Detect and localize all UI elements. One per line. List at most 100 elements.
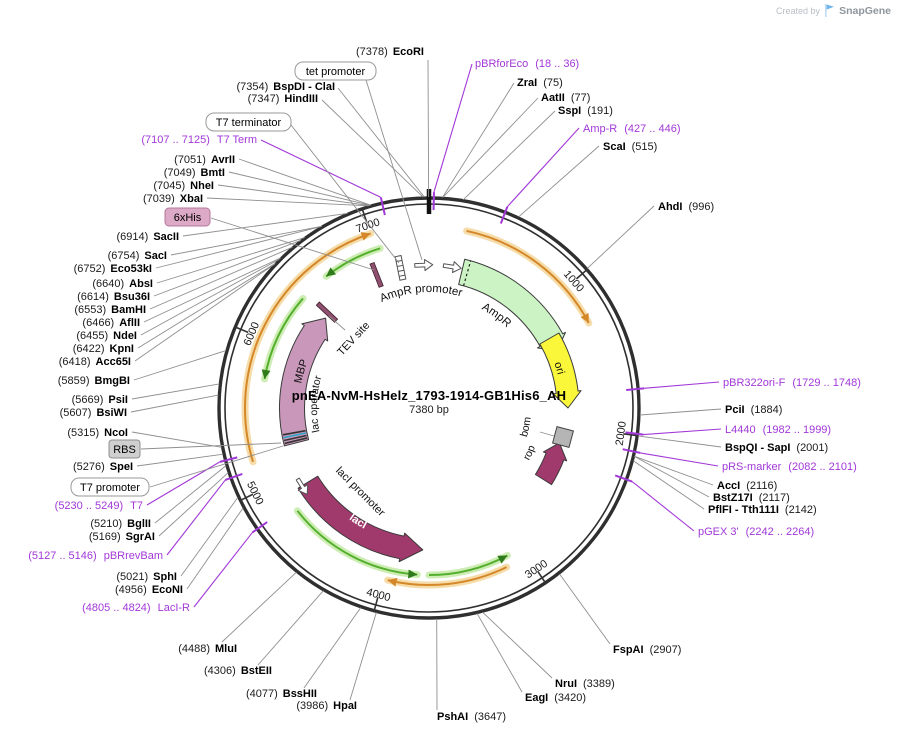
primer-label[interactable]: (5127 .. 5146) pBRrevBam <box>28 550 163 562</box>
tev-site-glyph[interactable] <box>315 301 339 323</box>
enzyme-position: (2001) <box>796 442 828 454</box>
t7-terminator-glyph[interactable] <box>394 254 407 281</box>
enzyme-name: AbsI <box>129 278 153 290</box>
enzyme-position: (6914) <box>117 231 149 243</box>
boxed-feature-label[interactable]: T7 promoter <box>70 477 150 497</box>
orf-arrow[interactable] <box>296 510 418 576</box>
enzyme-callout-line <box>559 573 611 645</box>
6xhis-tag-glyph[interactable] <box>369 261 384 288</box>
enzyme-name: HindIII <box>284 93 318 105</box>
primer-label[interactable]: pBRforEco (18 .. 36) <box>475 58 579 70</box>
enzyme-label[interactable]: (5021) SphI <box>116 571 177 583</box>
feature-name-label[interactable]: AmpR promoter <box>378 283 464 305</box>
enzyme-label[interactable]: (5315) NcoI <box>67 427 128 439</box>
enzyme-label[interactable]: SspI (191) <box>558 105 613 117</box>
feature-name-label[interactable]: lac operator <box>308 374 324 434</box>
enzyme-label[interactable]: PciI (1884) <box>725 404 782 416</box>
enzyme-position: (2117) <box>759 492 790 504</box>
boxed-feature-label[interactable]: T7 terminator <box>205 112 292 132</box>
enzyme-label[interactable]: (6752) Eco53kI <box>74 263 152 275</box>
feature-rop[interactable] <box>534 442 568 486</box>
primer-label[interactable]: (5230 .. 5249) T7 <box>55 500 143 512</box>
primer-label[interactable]: pBR322ori-F (1729 .. 1748) <box>723 377 861 389</box>
enzyme-callout-line <box>153 239 302 297</box>
enzyme-label[interactable]: (7049) BmtI <box>164 167 225 179</box>
feature-name-label[interactable]: ori <box>551 360 566 375</box>
bom-glyph[interactable] <box>551 425 575 449</box>
enzyme-label[interactable]: (6455) NdeI <box>76 330 137 342</box>
enzyme-label[interactable]: (5669) PsiI <box>72 394 128 406</box>
enzyme-name: BsiWI <box>96 407 127 419</box>
boxed-feature-label[interactable]: tet promoter <box>294 61 377 81</box>
feature-lacI[interactable] <box>297 475 424 563</box>
ampr-promoter-glyph[interactable] <box>442 260 462 274</box>
primer-name: pRS-marker <box>722 461 782 473</box>
enzyme-label[interactable]: (4956) EcoNI <box>115 584 183 596</box>
signal-boundary <box>463 260 472 286</box>
enzyme-label[interactable]: NruI (3389) <box>555 678 615 690</box>
feature-name-label[interactable]: rop <box>521 443 538 462</box>
enzyme-label[interactable]: (6914) SacII <box>117 231 179 243</box>
primer-label[interactable]: Amp-R (427 .. 446) <box>583 123 681 135</box>
enzyme-label[interactable]: ScaI (515) <box>603 141 657 153</box>
enzyme-label[interactable]: FspAI (2907) <box>613 644 681 656</box>
enzyme-position: (2116) <box>746 480 777 492</box>
primer-range: (5230 .. 5249) <box>55 500 124 512</box>
tet-promoter-glyph[interactable] <box>414 259 434 272</box>
feature-MBP[interactable] <box>279 317 329 447</box>
boxed-feature-label[interactable]: RBS <box>108 439 141 459</box>
enzyme-name: AccI <box>717 480 740 492</box>
enzyme-label[interactable]: (6640) AbsI <box>92 278 153 290</box>
enzyme-label[interactable]: (7347) HindIII <box>248 93 318 105</box>
enzyme-label[interactable]: PflFI - Tth111I (2142) <box>708 504 817 516</box>
enzyme-name: XbaI <box>180 193 203 205</box>
enzyme-label[interactable]: (5169) SgrAI <box>89 531 155 543</box>
laci-promoter-glyph[interactable] <box>293 476 312 497</box>
enzyme-position: (5859) <box>58 375 90 387</box>
enzyme-callout-line <box>638 435 722 448</box>
snapgene-flag-icon <box>825 4 835 17</box>
enzyme-label[interactable]: (5276) SpeI <box>73 461 133 473</box>
label-box-text: T7 terminator <box>216 117 282 129</box>
enzyme-label[interactable]: (5859) BmgBI <box>58 375 130 387</box>
feature-ori[interactable] <box>539 332 582 409</box>
enzyme-label[interactable]: (6614) Bsu36I <box>77 291 150 303</box>
enzyme-label[interactable]: ZraI (75) <box>517 77 563 89</box>
enzyme-label[interactable]: (4306) BstEII <box>204 665 272 677</box>
enzyme-label[interactable]: (7354) BspDI - ClaI <box>236 81 335 93</box>
primer-label[interactable]: pGEX 3' (2242 .. 2264) <box>698 526 814 538</box>
enzyme-label[interactable]: BspQI - SapI (2001) <box>725 442 828 454</box>
primer-range: (2242 .. 2264) <box>746 526 815 538</box>
feature-name-label[interactable]: TEV site <box>335 320 372 359</box>
enzyme-label[interactable]: (7051) AvrII <box>174 154 235 166</box>
enzyme-label[interactable]: (6754) SacI <box>108 250 167 262</box>
enzyme-label[interactable]: PshAI (3647) <box>437 711 506 723</box>
enzyme-label[interactable]: AatII (77) <box>541 92 590 104</box>
primer-label[interactable]: L4440 (1982 .. 1999) <box>725 424 831 436</box>
enzyme-label[interactable]: (5210) BglII <box>90 518 151 530</box>
enzyme-label[interactable]: (6553) BamHI <box>74 304 146 316</box>
enzyme-label[interactable]: AhdI (996) <box>658 201 714 213</box>
enzyme-position: (7039) <box>143 193 175 205</box>
orf-arrow[interactable] <box>466 229 590 324</box>
enzyme-label[interactable]: (6466) AflII <box>82 317 140 329</box>
enzyme-label[interactable]: BstZ17I (2117) <box>713 492 790 504</box>
primer-label[interactable]: (4805 .. 4824) LacI-R <box>82 602 190 614</box>
enzyme-label[interactable]: (4077) BssHII <box>246 688 317 700</box>
enzyme-label[interactable]: (7045) NheI <box>153 180 214 192</box>
enzyme-label[interactable]: (6418) Acc65I <box>59 356 131 368</box>
enzyme-label[interactable]: AccI (2116) <box>717 480 777 492</box>
orf-arrow[interactable] <box>387 566 508 586</box>
orf-arrow[interactable] <box>244 232 371 463</box>
enzyme-label[interactable]: (5607) BsiWI <box>60 407 127 419</box>
enzyme-label[interactable]: (6422) KpnI <box>73 343 134 355</box>
enzyme-label[interactable]: (4488) MluI <box>178 643 237 655</box>
enzyme-label[interactable]: (3986) HpaI <box>296 700 357 712</box>
enzyme-label[interactable]: (7039) XbaI <box>143 193 203 205</box>
primer-label[interactable]: (7107 .. 7125) T7 Term <box>141 134 257 146</box>
enzyme-label[interactable]: EagI (3420) <box>525 692 586 704</box>
feature-name-label[interactable]: bom <box>518 416 534 438</box>
boxed-feature-label[interactable]: 6xHis <box>164 207 211 227</box>
enzyme-label[interactable]: (7378) EcoRI <box>356 46 424 58</box>
primer-label[interactable]: pRS-marker (2082 .. 2101) <box>722 461 857 473</box>
